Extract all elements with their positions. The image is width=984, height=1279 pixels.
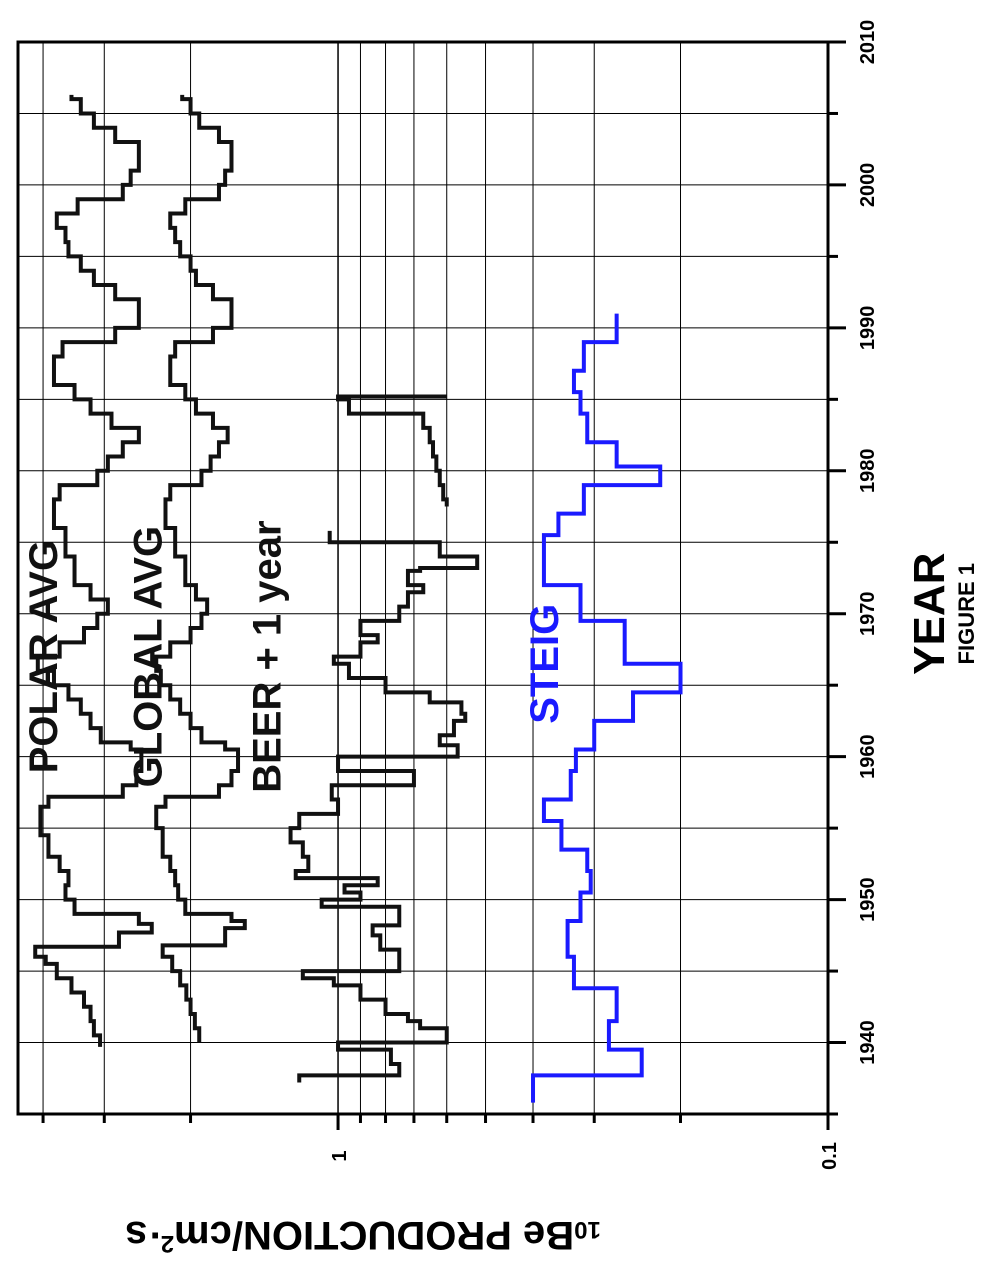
year-tick-label: 1990	[857, 306, 879, 351]
series-layer	[33, 94, 683, 1103]
series-label: GLOBAL AVG	[126, 526, 170, 787]
year-tick-label: 1970	[857, 591, 879, 636]
series-line	[288, 530, 480, 1083]
year-tick-label: 1960	[857, 734, 879, 779]
series-line	[531, 313, 683, 1103]
value-tick-label: 0.1	[819, 1142, 841, 1170]
labels: 1940 1950 1960 1970 1980 1990 2000 2010 1 0.1 POLA…	[22, 20, 979, 1257]
isotope-superscript: 10	[574, 1216, 601, 1243]
year-tick-label: 2010	[857, 20, 879, 65]
series-label: BEER + 1 year	[245, 520, 289, 792]
year-tick-label: 1940	[857, 1020, 879, 1065]
year-tick-label: 2000	[857, 163, 879, 208]
plot-frame	[16, 40, 830, 1116]
y-axis-title-main: Be PRODUCTION/cm	[174, 1213, 574, 1257]
series-line	[154, 94, 247, 1043]
series-label: POLAR AVG	[22, 540, 66, 773]
unit-exponent: 2	[161, 1230, 174, 1257]
y-axis-title: 10Be PRODUCTION/cm2·s	[125, 1213, 601, 1257]
figure-label: FIGURE 1	[954, 563, 979, 664]
x-axis-title: YEAR	[905, 553, 954, 675]
year-tick-label: 1980	[857, 449, 879, 494]
unit-tail: ·s	[125, 1213, 161, 1257]
year-tick-label: 1950	[857, 877, 879, 922]
series-line	[336, 394, 449, 507]
value-tick-label: 1	[329, 1150, 351, 1161]
axes	[16, 40, 846, 1130]
series-label: STEIG	[523, 604, 567, 724]
series-line	[33, 94, 154, 1047]
grid-lines	[18, 41, 829, 1115]
